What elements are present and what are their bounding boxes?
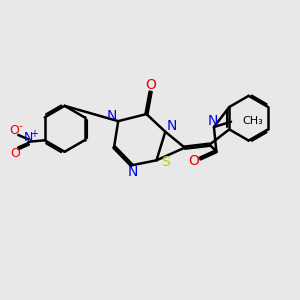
Text: O: O <box>146 78 157 92</box>
Text: +: + <box>29 128 38 139</box>
Text: O: O <box>10 147 20 160</box>
Text: -: - <box>18 122 22 131</box>
Text: N: N <box>107 109 118 123</box>
Text: CH₃: CH₃ <box>242 116 263 126</box>
Text: N: N <box>167 119 177 134</box>
Text: N: N <box>208 114 218 128</box>
Text: S: S <box>161 155 170 169</box>
Text: O: O <box>188 154 199 168</box>
Text: N: N <box>127 165 137 179</box>
Text: O: O <box>9 124 19 137</box>
Text: N: N <box>23 131 33 144</box>
